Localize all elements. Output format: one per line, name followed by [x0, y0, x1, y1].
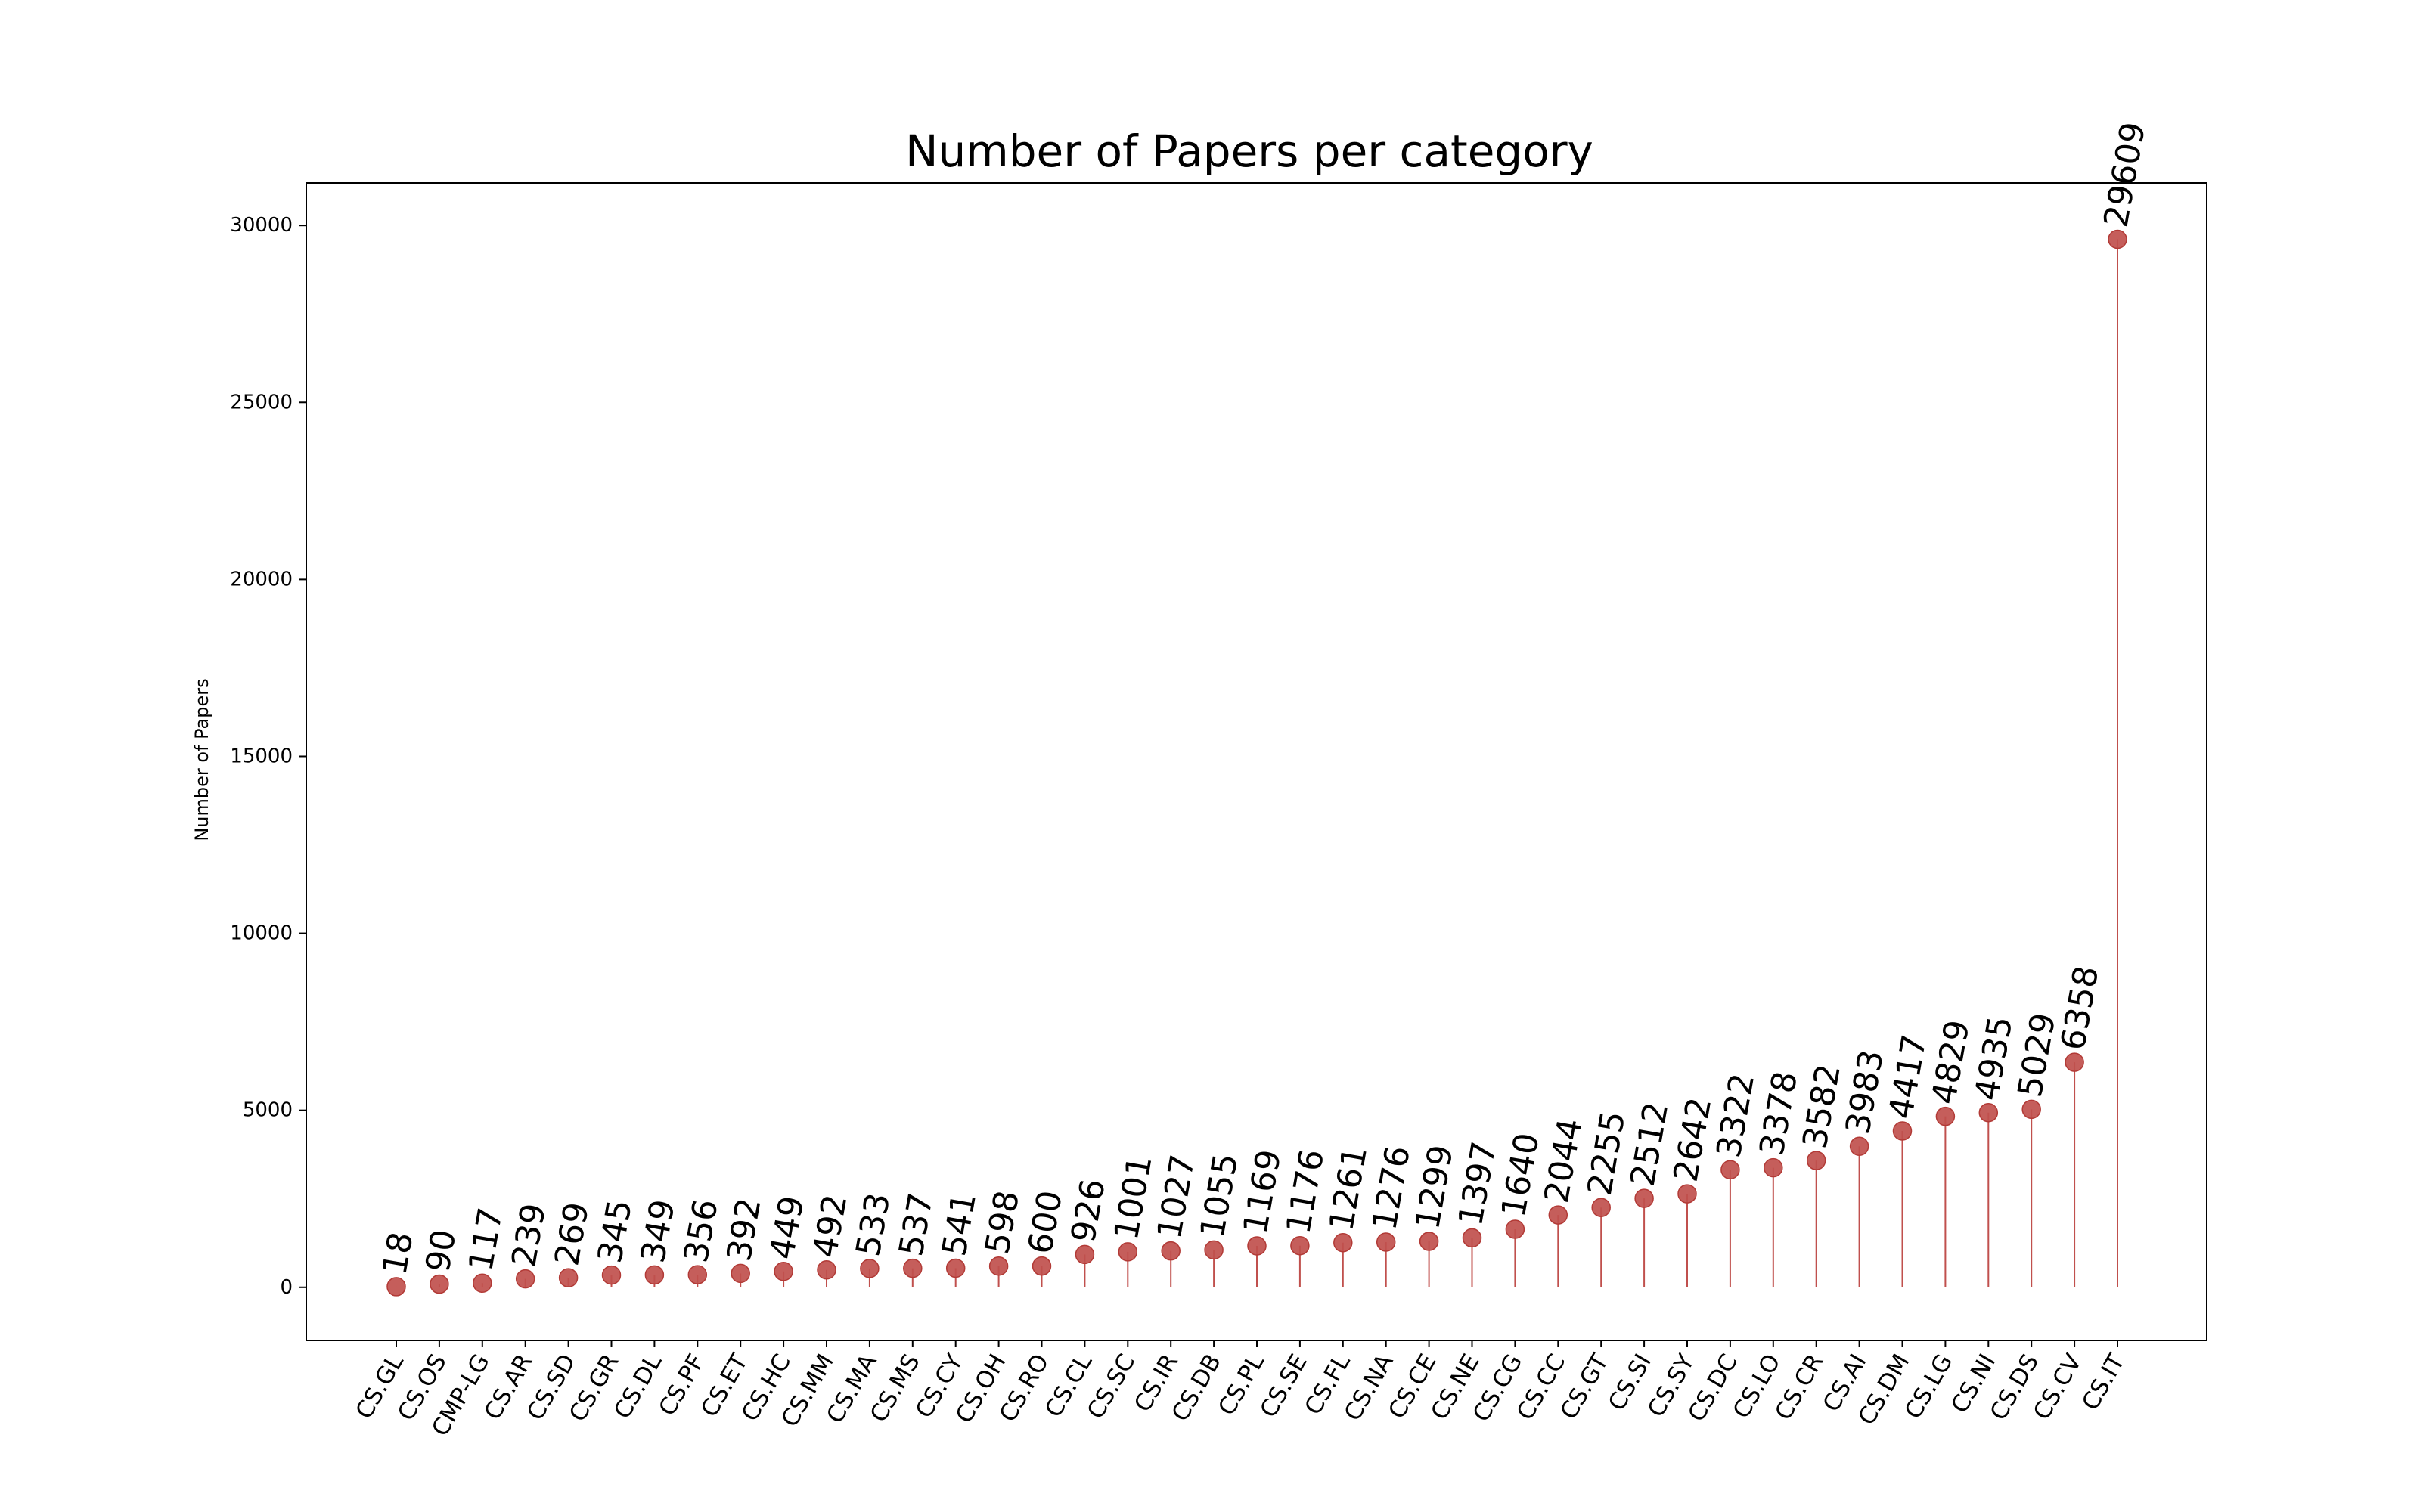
data-point: [731, 1263, 750, 1284]
data-point: [1720, 1160, 1740, 1179]
data-point: [2108, 229, 2127, 249]
data-point: [1591, 1198, 1611, 1217]
y-tick-label: 0: [280, 1276, 293, 1299]
data-point: [2021, 1099, 2041, 1120]
data-point: [1677, 1184, 1697, 1204]
data-point: [1505, 1219, 1525, 1239]
value-label: 18: [376, 1229, 421, 1278]
data-point: [687, 1265, 708, 1284]
y-tick-label: 25000: [230, 391, 293, 414]
y-tick-label: 20000: [230, 568, 293, 590]
data-point: [1032, 1256, 1052, 1276]
data-point: [1548, 1205, 1568, 1225]
data-point: [1935, 1106, 1956, 1126]
data-point: [515, 1269, 535, 1289]
data-point: [903, 1258, 923, 1278]
data-point: [1849, 1136, 1869, 1157]
data-point: [1892, 1121, 1913, 1141]
y-tick-label: 10000: [230, 922, 293, 945]
data-point: [1118, 1242, 1138, 1262]
data-point: [1462, 1228, 1482, 1248]
y-tick-label: 5000: [243, 1099, 293, 1122]
data-point: [1333, 1232, 1353, 1253]
data-point: [386, 1277, 406, 1297]
data-point: [473, 1273, 492, 1294]
value-label: 90: [419, 1226, 464, 1275]
data-point: [1075, 1244, 1095, 1265]
data-point: [2065, 1052, 2084, 1072]
data-point: [558, 1268, 579, 1287]
data-point: [601, 1265, 622, 1285]
data-point: [1290, 1235, 1310, 1256]
data-point: [1376, 1232, 1396, 1252]
data-point: [945, 1258, 966, 1278]
data-point: [860, 1259, 880, 1278]
data-point: [1634, 1188, 1654, 1208]
data-point: [430, 1274, 449, 1294]
data-point: [1764, 1157, 1783, 1178]
data-point: [988, 1256, 1009, 1276]
y-tick-label: 15000: [230, 745, 293, 767]
data-point: [1419, 1232, 1439, 1251]
y-axis-label: Number of Papers: [191, 678, 213, 841]
y-tick-label: 30000: [230, 214, 293, 237]
data-point: [1161, 1241, 1181, 1261]
data-point: [1978, 1102, 1999, 1123]
data-point: [1806, 1151, 1826, 1170]
data-point: [774, 1261, 793, 1281]
data-point: [644, 1265, 665, 1285]
data-point: [1204, 1240, 1224, 1260]
data-point: [817, 1259, 836, 1280]
data-point: [1247, 1236, 1267, 1256]
chart-title: Number of Papers per category: [905, 125, 1593, 177]
